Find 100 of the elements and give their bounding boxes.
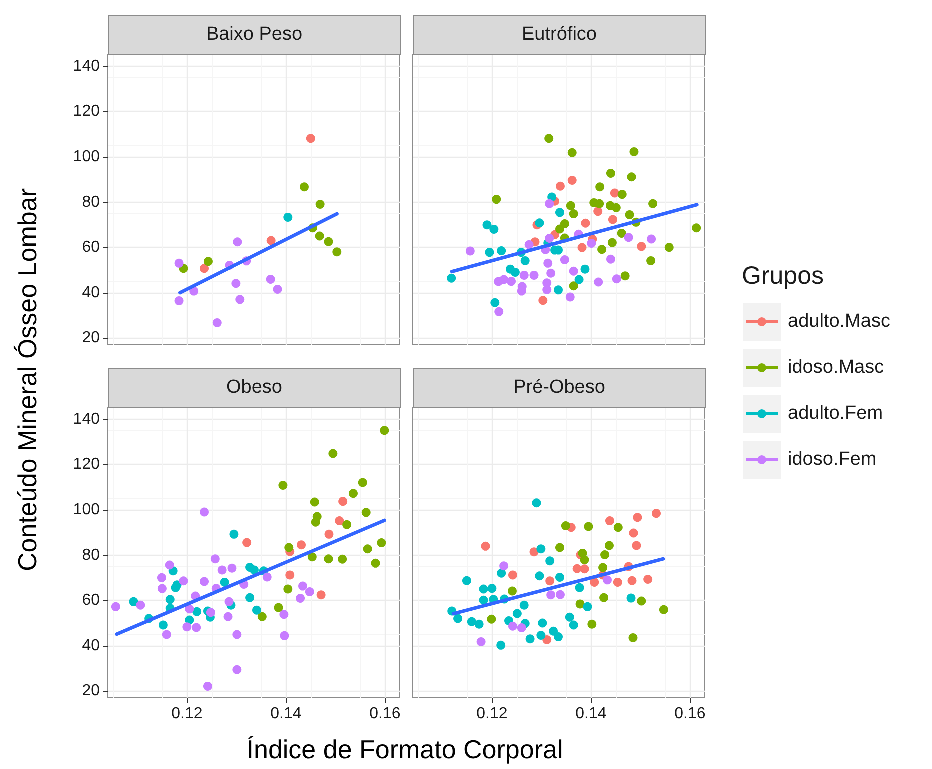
point (280, 631, 290, 640)
point (632, 541, 642, 550)
point (536, 544, 546, 554)
point (162, 630, 172, 640)
y-tick-label: 120 (73, 456, 100, 474)
point (284, 543, 294, 552)
point (311, 518, 320, 527)
point (590, 578, 600, 587)
point (568, 148, 577, 158)
point (617, 229, 626, 238)
point (305, 587, 314, 596)
point (278, 480, 288, 490)
point (583, 602, 592, 612)
point (614, 523, 623, 532)
y-tick-label: 100 (73, 148, 100, 166)
point (274, 603, 284, 612)
point (556, 208, 564, 218)
point (252, 606, 262, 615)
legend-title: Grupos (742, 262, 825, 291)
point (308, 552, 317, 562)
point (646, 256, 656, 266)
point (506, 277, 516, 286)
point (500, 275, 509, 284)
point (258, 612, 267, 622)
point (561, 522, 570, 531)
point (512, 609, 522, 618)
point (608, 238, 617, 248)
point (536, 630, 546, 640)
point (598, 245, 607, 254)
y-tick-label: 40 (82, 637, 100, 654)
point (300, 182, 309, 192)
chart-title: Eutrófico (413, 15, 706, 55)
point (297, 540, 306, 550)
point (569, 266, 578, 276)
point (286, 570, 295, 580)
point (262, 572, 272, 582)
point (316, 590, 326, 600)
x-tick-label: 0.14 (576, 706, 607, 722)
point (627, 172, 636, 182)
y-tick-label: 140 (73, 58, 100, 75)
point (250, 566, 259, 575)
point (576, 600, 585, 609)
point (629, 528, 638, 538)
point (580, 264, 590, 274)
x-tick-label: 0.12 (172, 706, 203, 722)
point (310, 498, 320, 507)
point (566, 201, 576, 210)
point (544, 258, 553, 268)
point (328, 449, 338, 458)
point (500, 562, 509, 571)
legend-label: idoso.Fem (788, 449, 877, 471)
x-tick-label: 0.16 (370, 706, 401, 722)
point (380, 426, 390, 436)
point (335, 516, 344, 526)
point (538, 296, 548, 306)
point (532, 498, 542, 508)
point (182, 622, 192, 632)
point (218, 566, 227, 575)
point (490, 224, 499, 234)
point (624, 233, 634, 242)
point (158, 620, 168, 630)
point (296, 594, 306, 604)
point (204, 257, 213, 266)
point (569, 282, 578, 291)
point (111, 602, 120, 612)
point (546, 556, 555, 566)
point (200, 577, 210, 586)
point (447, 274, 456, 283)
point (630, 147, 639, 156)
point (568, 176, 577, 186)
point (633, 513, 642, 522)
point (224, 612, 233, 622)
point (549, 626, 558, 636)
point (647, 234, 656, 244)
point (594, 207, 603, 216)
point (324, 554, 334, 564)
y-tick-label: 100 (73, 501, 100, 518)
point (587, 239, 596, 248)
point (554, 632, 564, 642)
point (158, 584, 167, 594)
point (520, 600, 529, 610)
point (578, 243, 587, 252)
point (572, 564, 582, 574)
point (520, 270, 529, 280)
point (612, 274, 622, 284)
point (492, 195, 502, 204)
point (338, 497, 348, 506)
point (284, 212, 293, 222)
point (490, 298, 500, 308)
point (556, 572, 564, 582)
point (517, 623, 526, 632)
point (192, 607, 202, 616)
point (530, 270, 539, 280)
point (192, 623, 202, 632)
point (232, 630, 242, 640)
point (467, 617, 476, 626)
point (348, 489, 358, 498)
point (575, 583, 584, 592)
point (363, 544, 372, 554)
point (574, 275, 584, 284)
